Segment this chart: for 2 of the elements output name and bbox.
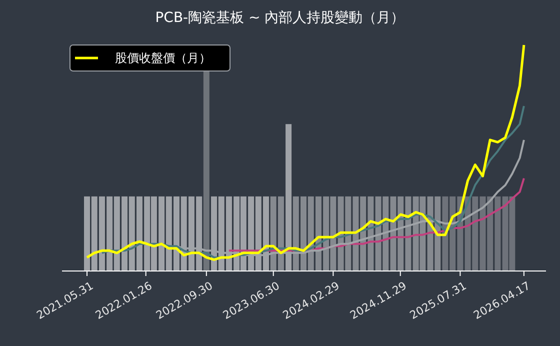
chart-title: PCB-陶瓷基板 ~ 內部人持股變動（月） xyxy=(155,10,405,26)
legend-label: 股價收盤價（月） xyxy=(115,51,211,65)
